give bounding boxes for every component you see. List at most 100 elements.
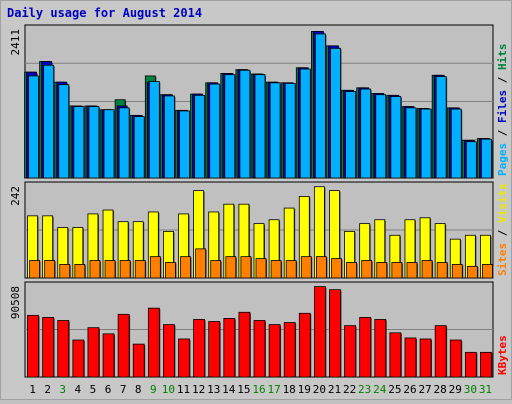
x-tick-label: 29 — [449, 383, 462, 396]
bar-sites-30 — [466, 265, 478, 279]
legend-entry: Visits — [496, 183, 509, 223]
x-tick-label: 31 — [479, 383, 492, 396]
legend-separator: / — [496, 123, 509, 143]
bar-pages-4 — [73, 106, 85, 179]
bar-kbytes-17 — [268, 324, 281, 378]
bar-pages-20 — [314, 33, 326, 179]
bar-pages-31 — [481, 138, 492, 179]
bar-kbytes-24 — [374, 319, 387, 378]
bar-pages-5 — [88, 106, 100, 179]
legend-entry: Hits — [496, 44, 509, 71]
legend-top: Pages / Files / Hits — [496, 44, 509, 177]
bar-kbytes-29 — [449, 339, 462, 378]
bar-sites-2 — [44, 260, 56, 279]
bar-kbytes-28 — [434, 325, 447, 378]
bar-pages-28 — [435, 76, 447, 179]
bar-kbytes-5 — [87, 327, 100, 378]
x-tick-label: 20 — [313, 383, 326, 396]
bar-kbytes-14 — [223, 318, 236, 378]
bar-sites-28 — [436, 262, 448, 279]
x-tick-label: 3 — [59, 383, 66, 396]
bar-pages-27 — [420, 108, 432, 179]
bar-sites-16 — [255, 258, 267, 279]
bar-kbytes-23 — [359, 317, 372, 378]
x-tick-label: 14 — [222, 383, 236, 396]
bar-kbytes-7 — [117, 313, 130, 378]
bar-sites-13 — [210, 260, 222, 279]
bar-sites-20 — [315, 256, 327, 279]
x-tick-label: 4 — [75, 383, 82, 396]
bar-kbytes-11 — [178, 338, 190, 378]
bar-pages-21 — [330, 47, 341, 179]
x-tick-label: 7 — [120, 383, 127, 396]
y-max-label-bot: 90508 — [9, 286, 22, 319]
bar-sites-14 — [225, 256, 237, 279]
panel-top: 2411 Pages / Files / Hits — [9, 24, 509, 179]
x-tick-label: 25 — [388, 383, 401, 396]
bar-kbytes-10 — [163, 324, 175, 378]
panel-bot: 90508 KBytes — [9, 281, 509, 378]
bar-pages-6 — [103, 109, 115, 179]
x-tick-label: 21 — [328, 383, 341, 396]
bar-pages-8 — [133, 116, 145, 179]
x-tick-label: 17 — [267, 383, 280, 396]
bar-kbytes-25 — [389, 332, 402, 378]
bar-pages-25 — [390, 96, 402, 179]
x-tick-label: 15 — [237, 383, 250, 396]
bar-pages-1 — [28, 75, 39, 179]
x-tick-label: 23 — [358, 383, 371, 396]
x-axis: 1 2 3 4 5 6 7 8 9 10 11 12 13 14 15 16 17 18 19 20 21 22 23 24 2… — [29, 383, 492, 396]
y-max-label-mid: 242 — [9, 186, 22, 206]
bar-sites-29 — [451, 264, 463, 279]
x-tick-label: 28 — [434, 383, 447, 396]
legend-bot: KBytes — [496, 335, 509, 375]
bar-pages-2 — [43, 64, 55, 179]
x-tick-label: 22 — [343, 383, 356, 396]
bar-pages-26 — [405, 107, 417, 179]
bar-pages-12 — [194, 94, 206, 179]
bar-sites-10 — [165, 262, 176, 279]
bar-kbytes-3 — [57, 320, 70, 378]
bar-sites-21 — [331, 258, 342, 279]
x-tick-label: 9 — [150, 383, 157, 396]
bar-sites-31 — [482, 264, 493, 279]
bar-kbytes-31 — [480, 351, 492, 378]
bar-pages-15 — [239, 69, 251, 179]
x-tick-label: 30 — [464, 383, 477, 396]
bar-pages-18 — [284, 83, 296, 179]
x-tick-label: 8 — [135, 383, 142, 396]
bar-kbytes-19 — [298, 312, 311, 378]
bar-pages-11 — [179, 110, 190, 179]
x-tick-label: 5 — [90, 383, 97, 396]
legend-mid: Sites / Visits — [496, 183, 509, 276]
x-tick-label: 1 — [29, 383, 36, 396]
legend-separator: / — [496, 70, 509, 90]
bar-pages-13 — [209, 83, 221, 179]
bar-sites-3 — [59, 264, 71, 279]
legend-separator: / — [496, 223, 509, 243]
bar-pages-10 — [164, 95, 175, 179]
bar-kbytes-30 — [464, 351, 477, 378]
bar-sites-7 — [119, 260, 131, 279]
x-tick-label: 24 — [373, 383, 387, 396]
bar-pages-16 — [254, 74, 266, 179]
bar-kbytes-13 — [208, 321, 221, 378]
bar-sites-5 — [89, 260, 101, 279]
bar-sites-23 — [361, 260, 373, 279]
bar-sites-19 — [300, 256, 312, 279]
bar-kbytes-21 — [329, 289, 341, 378]
bar-kbytes-2 — [42, 317, 55, 378]
legend-entry: Pages — [496, 143, 509, 176]
bar-kbytes-9 — [147, 307, 160, 378]
chart-title: Daily usage for August 2014 — [7, 6, 202, 20]
bar-sites-24 — [376, 262, 388, 279]
bar-kbytes-15 — [238, 311, 251, 378]
panel-mid: 242 Sites / Visits — [9, 181, 509, 279]
y-max-label-top: 2411 — [9, 29, 22, 56]
x-tick-label: 19 — [298, 383, 311, 396]
bar-pages-14 — [224, 74, 236, 179]
bar-sites-25 — [391, 262, 403, 279]
bar-kbytes-1 — [27, 314, 39, 378]
bar-kbytes-22 — [344, 325, 356, 378]
